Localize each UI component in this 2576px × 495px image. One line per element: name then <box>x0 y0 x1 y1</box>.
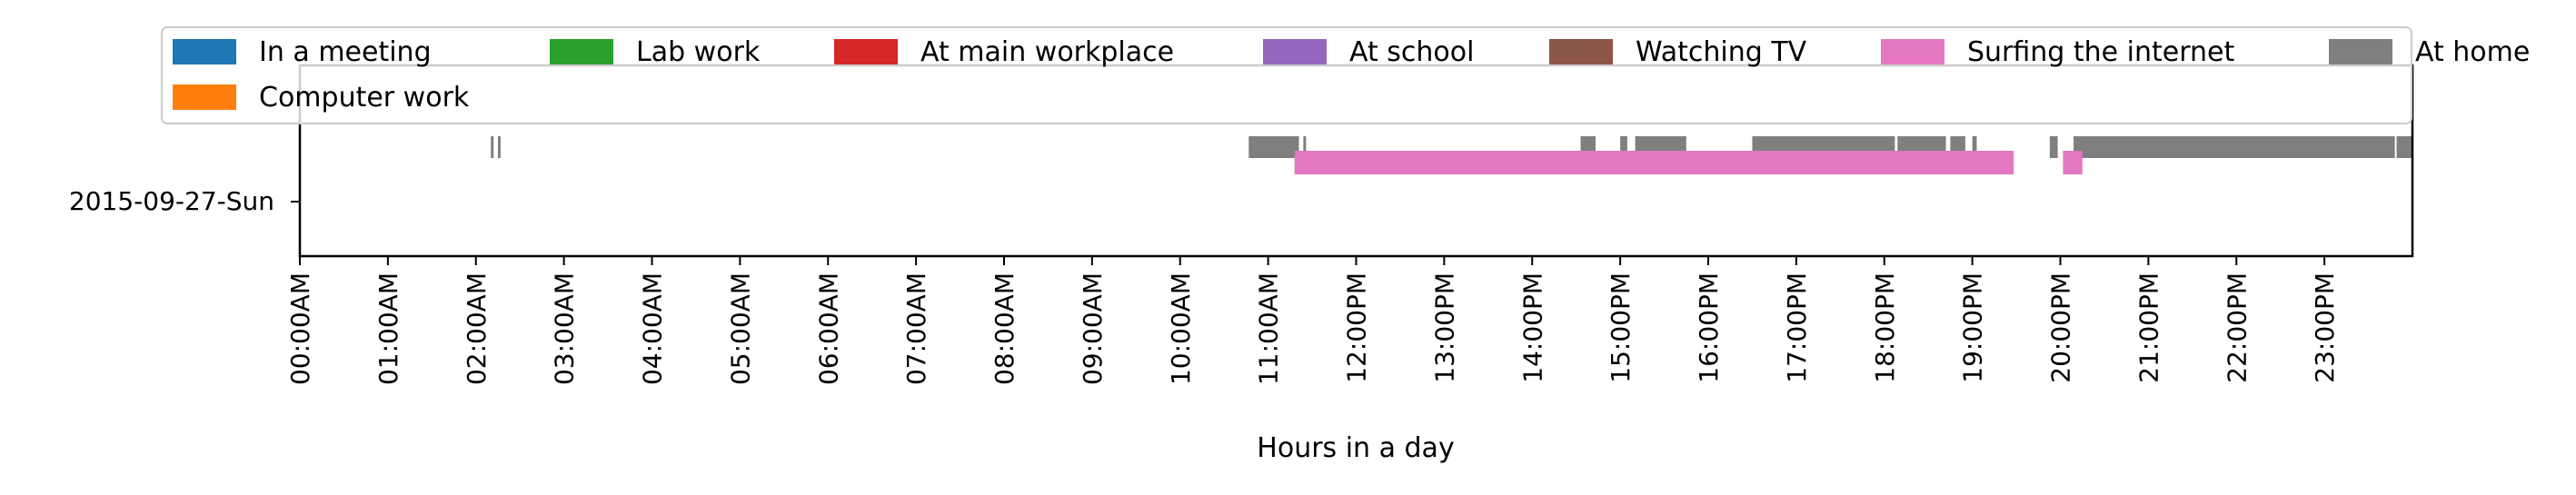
x-tick-label: 07:00AM <box>901 272 931 385</box>
x-tick-label: 05:00AM <box>725 272 755 385</box>
legend-swatch-in-a-meeting <box>173 39 236 64</box>
legend-label-in-a-meeting: In a meeting <box>259 36 432 68</box>
legend-label-surfing-the-internet: Surfing the internet <box>1967 36 2234 68</box>
x-tick-label: 02:00AM <box>462 272 492 385</box>
x-tick-label: 01:00AM <box>373 272 403 385</box>
bar-at-home-0 <box>491 136 494 158</box>
x-tick-label: 22:00PM <box>2222 272 2252 383</box>
x-tick-label: 04:00AM <box>638 272 668 385</box>
x-tick-label: 19:00PM <box>1958 272 1988 383</box>
x-tick-label: 11:00AM <box>1254 272 1284 385</box>
bar-surfing-the-internet-0 <box>1294 151 2014 174</box>
x-tick-label: 17:00PM <box>1782 272 1812 383</box>
y-tick-label: 2015-09-27-Sun <box>69 186 274 216</box>
x-tick-label: 09:00AM <box>1078 272 1108 385</box>
bar-at-home-1 <box>497 136 501 158</box>
x-tick-label: 20:00PM <box>2046 272 2076 383</box>
x-tick-label: 21:00PM <box>2133 272 2163 383</box>
legend-label-watching-tv: Watching TV <box>1636 36 1807 68</box>
x-tick-label: 12:00PM <box>1342 272 1372 383</box>
legend-swatch-computer-work <box>173 84 236 110</box>
legend-label-at-school: At school <box>1349 36 1474 68</box>
legend-swatch-lab-work <box>550 39 613 64</box>
x-tick-label: 03:00AM <box>550 272 580 385</box>
x-tick-label: 15:00PM <box>1606 272 1636 383</box>
legend-swatch-at-school <box>1263 39 1327 64</box>
x-tick-label: 23:00PM <box>2310 272 2340 383</box>
legend-label-at-main-workplace: At main workplace <box>920 36 1174 68</box>
x-tick-label: 18:00PM <box>1870 272 1900 383</box>
legend-swatch-surfing-the-internet <box>1881 39 1944 64</box>
bar-at-home-12 <box>2074 136 2395 158</box>
legend-swatch-at-main-workplace <box>834 39 898 64</box>
x-tick-label: 13:00PM <box>1429 272 1459 383</box>
y-axis: 2015-09-27-Sun <box>69 186 300 216</box>
bar-at-home-10 <box>1972 136 1977 158</box>
x-tick-label: 16:00PM <box>1694 272 1724 383</box>
bar-surfing-the-internet-1 <box>2063 151 2083 174</box>
x-tick-label: 08:00AM <box>990 272 1019 385</box>
bars-layer <box>491 136 2412 174</box>
bar-at-home-11 <box>2049 136 2058 158</box>
x-tick-label: 14:00PM <box>1517 272 1547 383</box>
bar-at-home-13 <box>2396 136 2412 158</box>
legend-label-lab-work: Lab work <box>636 36 761 68</box>
x-axis-label: Hours in a day <box>1257 432 1454 464</box>
legend-label-computer-work: Computer work <box>259 82 470 114</box>
legend-swatch-watching-tv <box>1549 39 1613 64</box>
legend-swatch-at-home <box>2329 39 2392 64</box>
bar-at-home-2 <box>1248 136 1299 158</box>
legend-frame <box>161 26 2412 124</box>
x-tick-label: 06:00AM <box>813 272 843 385</box>
legend-label-at-home: At home <box>2415 36 2530 68</box>
x-tick-label: 10:00AM <box>1166 272 1196 385</box>
x-axis: 00:00AM 01:00AM 02:00AM 03:00AM 04:00AM 05:00… <box>285 256 2340 385</box>
x-tick-label: 00:00AM <box>285 272 315 385</box>
bar-at-home-3 <box>1303 136 1307 158</box>
legend: In a meeting Lab work At main workplace At … <box>161 26 2530 124</box>
bar-at-home-5 <box>1620 136 1627 158</box>
